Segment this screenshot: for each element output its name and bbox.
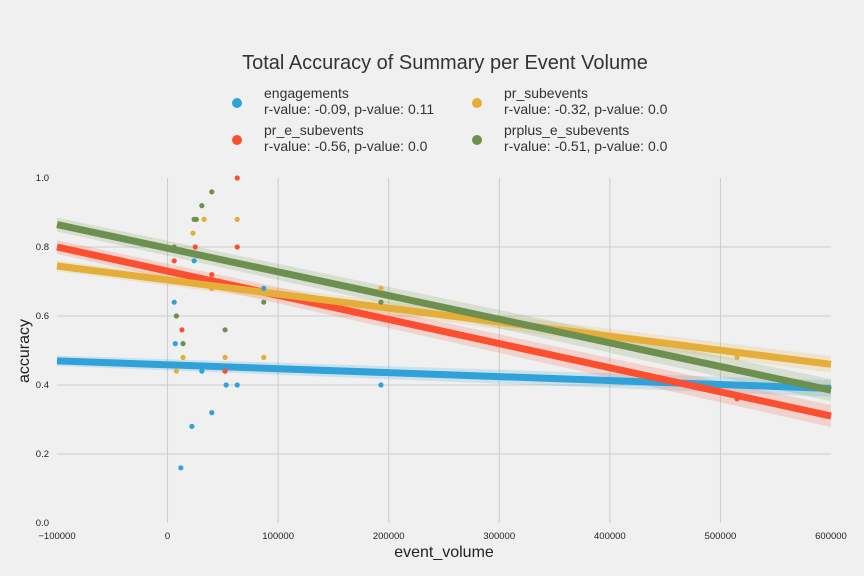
x-tick-label: 200000	[373, 531, 405, 542]
y-tick-labels: 0.0 0.2 0.4 0.6 0.8 1.0	[36, 173, 49, 529]
data-point	[734, 382, 740, 388]
data-point	[209, 189, 215, 195]
regression-line	[56, 221, 832, 394]
x-tick-label: 500000	[705, 531, 737, 542]
data-point	[193, 216, 199, 222]
chart-title: Total Accuracy of Summary per Event Volu…	[242, 52, 648, 74]
data-point	[378, 285, 384, 291]
data-point	[223, 382, 229, 388]
x-tick-labels: −100000 0 100000 200000 300000 400000 500000 60…	[38, 531, 846, 542]
data-point	[173, 368, 180, 374]
data-point	[180, 354, 186, 360]
legend-series-stats: r-value: -0.09, p-value: 0.11	[264, 101, 434, 117]
y-tick-label: 0.0	[36, 518, 49, 529]
y-axis-label: accuracy	[16, 319, 33, 383]
legend-series-name: pr_e_subevents	[264, 122, 364, 138]
data-point	[172, 341, 178, 347]
data-point	[234, 244, 240, 250]
y-tick-label: 0.2	[36, 449, 49, 460]
data-point	[222, 368, 228, 374]
regression-line	[56, 357, 832, 392]
data-point	[189, 423, 195, 429]
data-point	[171, 258, 177, 264]
data-point	[199, 203, 205, 209]
data-point	[209, 410, 215, 416]
y-tick-label: 0.8	[36, 242, 49, 253]
data-point	[179, 327, 185, 333]
data-point	[180, 341, 186, 347]
data-point	[222, 327, 228, 333]
data-point	[191, 258, 197, 264]
data-point	[173, 313, 180, 319]
data-point	[261, 299, 267, 305]
x-tick-label: 400000	[594, 531, 626, 542]
data-point	[222, 354, 228, 360]
legend-series-name: pr_subevents	[504, 85, 588, 101]
grid	[57, 178, 831, 523]
legend-series-name: engagements	[264, 85, 349, 101]
legend-marker	[232, 135, 242, 145]
data-point	[190, 230, 196, 236]
legend-series-name: prplus_e_subevents	[504, 122, 629, 138]
data-point	[234, 175, 240, 181]
x-tick-label: 300000	[483, 531, 515, 542]
data-point	[199, 368, 205, 374]
x-tick-label: 0	[165, 531, 170, 542]
y-tick-label: 1.0	[36, 173, 49, 184]
x-tick-label: 600000	[815, 531, 847, 542]
y-tick-label: 0.6	[36, 311, 49, 322]
data-point	[261, 285, 267, 291]
data-point	[734, 354, 740, 360]
data-point	[378, 382, 384, 388]
regression-line	[56, 243, 832, 420]
data-point	[192, 244, 198, 250]
data-point	[234, 382, 240, 388]
data-point	[209, 272, 215, 278]
legend-series-stats: r-value: -0.32, p-value: 0.0	[504, 101, 668, 117]
legend-series-stats: r-value: -0.56, p-value: 0.0	[264, 138, 428, 154]
legend-series-stats: r-value: -0.51, p-value: 0.0	[504, 138, 668, 154]
y-tick-label: 0.4	[36, 380, 49, 391]
data-point	[734, 396, 740, 402]
data-point	[209, 285, 215, 291]
data-point	[171, 244, 177, 250]
x-tick-label: −100000	[38, 531, 75, 542]
legend-marker	[472, 135, 482, 145]
data-point	[178, 465, 184, 471]
data-point	[378, 299, 384, 305]
regression-line	[56, 262, 832, 368]
data-point	[234, 216, 240, 222]
data-point	[734, 368, 740, 374]
x-axis-label: event_volume	[394, 544, 494, 561]
data-point	[261, 354, 267, 360]
x-tick-label: 100000	[262, 531, 294, 542]
data-point	[171, 299, 177, 305]
data-point	[201, 216, 207, 222]
legend-marker	[232, 98, 242, 108]
legend-marker	[472, 98, 482, 108]
scatter-points	[171, 175, 740, 471]
regression-lines	[56, 221, 832, 420]
